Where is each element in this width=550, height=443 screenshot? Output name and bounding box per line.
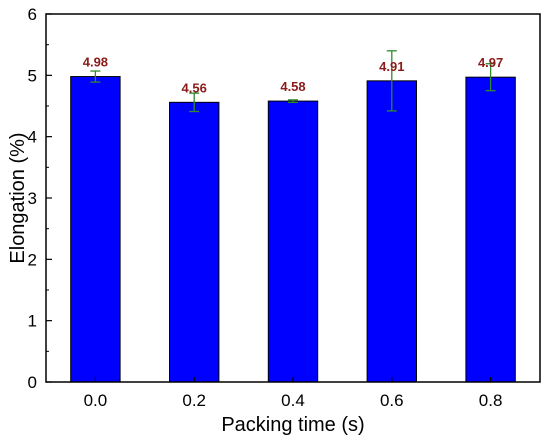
x-tick-label-0.2: 0.2 bbox=[182, 391, 206, 410]
data-label-0.0: 4.98 bbox=[83, 55, 108, 70]
bar-0.4 bbox=[268, 101, 317, 382]
y-tick-label-1: 1 bbox=[28, 312, 37, 331]
y-tick-label-5: 5 bbox=[28, 66, 37, 85]
data-label-0.2: 4.56 bbox=[182, 80, 207, 95]
y-axis-title: Elongation (%) bbox=[7, 132, 29, 263]
bar-0.0 bbox=[71, 77, 120, 382]
x-tick-label-0.0: 0.0 bbox=[84, 391, 108, 410]
bar-0.8 bbox=[466, 77, 515, 382]
y-tick-label-6: 6 bbox=[28, 5, 37, 24]
data-labels-group: 4.98 4.56 4.58 4.91 4.97 bbox=[83, 55, 504, 96]
data-label-0.8: 4.97 bbox=[478, 55, 503, 70]
x-tick-label-0.4: 0.4 bbox=[281, 391, 305, 410]
x-tick-label-0.6: 0.6 bbox=[380, 391, 404, 410]
data-label-0.6: 4.91 bbox=[379, 59, 404, 74]
x-tick-label-0.8: 0.8 bbox=[479, 391, 503, 410]
bar-0.6 bbox=[367, 81, 416, 382]
x-axis-title: Packing time (s) bbox=[221, 414, 364, 436]
bar-0.2 bbox=[170, 102, 219, 382]
bars-group bbox=[71, 77, 516, 382]
y-tick-label-0: 0 bbox=[28, 373, 37, 392]
data-label-0.4: 4.58 bbox=[280, 79, 305, 94]
